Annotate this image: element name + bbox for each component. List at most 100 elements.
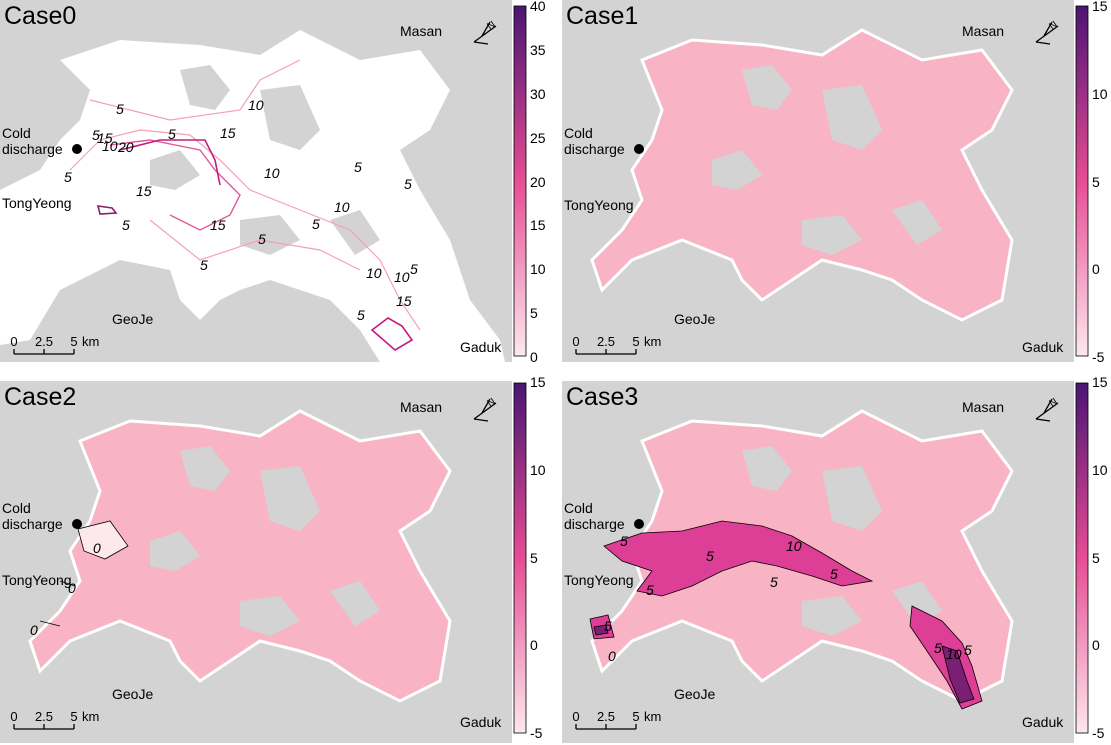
land-mass bbox=[822, 466, 882, 531]
colorbar-case1 bbox=[1075, 5, 1089, 357]
contour-label: 5 bbox=[964, 642, 972, 658]
discharge-marker bbox=[72, 519, 82, 529]
scale-bar: 0 2.5 5 km bbox=[572, 709, 661, 730]
place-label-gaduk: Gaduk bbox=[460, 714, 502, 730]
strong-patch bbox=[941, 645, 975, 704]
place-label-cold: Cold bbox=[564, 125, 593, 141]
contour-label: 5 bbox=[620, 533, 628, 549]
contour-label: 10 bbox=[946, 646, 962, 662]
land-mass bbox=[260, 85, 320, 150]
land-mass bbox=[150, 531, 200, 571]
contour-label: 5 bbox=[168, 126, 176, 142]
contour-label: 0 bbox=[608, 648, 616, 664]
contour-line bbox=[69, 129, 421, 331]
contour-label: 10 bbox=[334, 199, 350, 215]
scale-tick: 0 bbox=[10, 709, 17, 724]
discharge-marker bbox=[634, 144, 644, 154]
contour-label: 10 bbox=[102, 138, 118, 154]
contour-label: 10 bbox=[248, 97, 264, 113]
north-arrow-icon: N bbox=[473, 396, 498, 422]
colorbar-tick: -5 bbox=[530, 725, 543, 741]
contour-label: 5 bbox=[410, 261, 418, 277]
case3-map bbox=[589, 409, 1014, 710]
colorbar-tick: 40 bbox=[530, 0, 546, 14]
place-label-cold: Cold bbox=[564, 500, 593, 516]
scale-unit: km bbox=[644, 334, 661, 349]
colorbar-tick: 0 bbox=[530, 637, 538, 653]
panel-title: Case1 bbox=[566, 2, 639, 30]
place-label-gaduk: Gaduk bbox=[460, 339, 502, 355]
contour-line bbox=[96, 205, 118, 215]
colorbar-tick: 15 bbox=[1092, 0, 1108, 14]
water-body bbox=[0, 30, 505, 362]
land-mass bbox=[892, 200, 942, 245]
discharge-marker bbox=[634, 519, 644, 529]
colorbar-case0 bbox=[513, 5, 527, 357]
contour-line bbox=[119, 139, 221, 186]
land-mass bbox=[802, 596, 862, 636]
contour-line bbox=[149, 219, 361, 271]
contour-label: 0 bbox=[93, 540, 101, 556]
contour-label: 10 bbox=[394, 269, 410, 285]
panel-title: Case0 bbox=[4, 2, 77, 30]
place-label-discharge: discharge bbox=[564, 141, 625, 157]
scale-tick: 0 bbox=[572, 709, 579, 724]
scale-unit: km bbox=[82, 709, 99, 724]
north-arrow-icon: N bbox=[1035, 396, 1060, 422]
scale-tick: 5 bbox=[632, 334, 639, 349]
map-panel-case1: Case1 Masan Cold discharge TongYeong Geo… bbox=[562, 0, 1074, 362]
land-mass bbox=[742, 446, 792, 491]
colorbar-tick: 10 bbox=[1092, 86, 1108, 102]
svg-text:N: N bbox=[1047, 19, 1059, 32]
colorbar-tick: 35 bbox=[530, 42, 546, 58]
case0-map bbox=[0, 30, 505, 362]
contour-label: 15 bbox=[136, 183, 152, 199]
contour-label: 5 bbox=[354, 159, 362, 175]
contour-label: 10 bbox=[264, 165, 280, 181]
contour-label: 5 bbox=[706, 548, 714, 564]
cool-patch bbox=[77, 520, 129, 560]
colorbar-tick: 20 bbox=[530, 174, 546, 190]
colorbar-case2 bbox=[513, 382, 527, 734]
contour-line bbox=[89, 59, 301, 121]
colorbar-tick: 5 bbox=[530, 305, 538, 321]
contour-label: 5 bbox=[357, 307, 365, 323]
discharge-marker bbox=[72, 144, 82, 154]
contour-label: 5 bbox=[604, 618, 612, 634]
land-mass bbox=[742, 65, 792, 110]
place-label-geoje: GeoJe bbox=[112, 311, 154, 327]
contour-label: 20 bbox=[118, 139, 134, 155]
contour-label: 5 bbox=[646, 582, 654, 598]
land-mass bbox=[150, 150, 200, 190]
svg-text:N: N bbox=[485, 19, 497, 32]
colorbar-tick: 30 bbox=[530, 86, 546, 102]
colorbar-tick: 5 bbox=[530, 550, 538, 566]
place-label-discharge: discharge bbox=[2, 141, 63, 157]
land-mass bbox=[802, 215, 862, 255]
place-label-discharge: discharge bbox=[564, 516, 625, 532]
place-label-geoje: GeoJe bbox=[674, 686, 716, 702]
scale-tick: 5 bbox=[70, 709, 77, 724]
contour-label: 15 bbox=[396, 293, 412, 309]
contour-label: 15 bbox=[97, 130, 113, 146]
land-mass bbox=[240, 215, 300, 255]
land-mass bbox=[330, 210, 380, 255]
contour-label: 5 bbox=[404, 176, 412, 192]
contour-line bbox=[370, 317, 414, 351]
contour-label: 5 bbox=[64, 169, 72, 185]
place-label-discharge: discharge bbox=[2, 516, 63, 532]
place-label-masan: Masan bbox=[962, 23, 1005, 39]
map-panel-case3: Case3 Masan Cold discharge TongYeong Geo… bbox=[562, 381, 1074, 743]
contour-line bbox=[109, 139, 241, 231]
colorbar-tick: 15 bbox=[530, 217, 546, 233]
place-label-tongyeong: TongYeong bbox=[2, 195, 72, 211]
place-label-tongyeong: TongYeong bbox=[2, 572, 72, 588]
colorbar-tick: 15 bbox=[1092, 374, 1108, 390]
contour-label: 5 bbox=[122, 217, 130, 233]
contour-label: 5 bbox=[258, 231, 266, 247]
colorbar-tick: 0 bbox=[1092, 637, 1100, 653]
colorbar-tick: 5 bbox=[1092, 174, 1100, 190]
north-arrow-icon: N bbox=[473, 19, 498, 45]
scale-unit: km bbox=[644, 709, 661, 724]
colorbar-tick: 10 bbox=[1092, 462, 1108, 478]
